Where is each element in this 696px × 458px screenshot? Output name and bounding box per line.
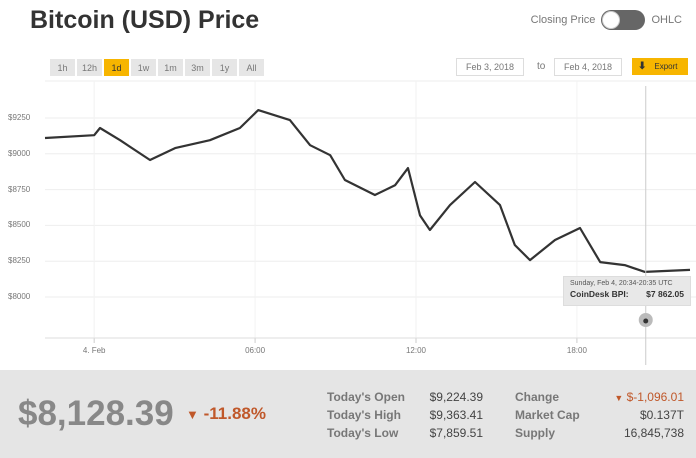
export-button[interactable]: ⬇ Export [632,58,688,75]
x-tick-label: 06:00 [245,346,266,355]
stat-label: Supply [515,426,556,440]
date-to-input[interactable]: Feb 4, 2018 [554,58,622,76]
change-value: ▼ $-1,096.01 [614,390,684,404]
stat-value: $0.137T [639,408,684,422]
stat-value: $7,859.51 [429,426,483,440]
to-label: to [537,61,546,72]
y-tick-label: $9000 [8,148,31,158]
x-tick-label: 12:00 [405,346,426,355]
change-percent-value: -11.88% [203,404,266,423]
stat-value: 16,845,738 [623,426,684,440]
tooltip-date: Sunday, Feb 4, 20:34-20:35 UTC [570,280,673,287]
y-tick-label: $8750 [8,184,31,194]
down-triangle-icon: ▼ [614,393,624,403]
y-tick-label: $8500 [8,220,31,230]
stat-label: Today's Low [327,426,399,440]
hover-marker-dot [643,318,649,324]
page-title: Bitcoin (USD) Price [30,6,260,34]
range-1h[interactable]: 1h [50,59,75,76]
tooltip-label: CoinDesk BPI: [570,289,629,299]
chart-mode-toggle-group: Closing Price OHLC [531,10,682,30]
x-tick-label: 18:00 [566,346,587,355]
stat-label: Market Cap [515,408,580,422]
stat-label: Today's High [327,408,401,422]
stat-label: Change [515,390,560,404]
export-label: Export [654,62,678,71]
range-1y[interactable]: 1y [212,59,238,76]
stat-value: $9,363.41 [429,408,483,422]
range-3m[interactable]: 3m [185,59,211,76]
y-tick-label: $8250 [8,256,31,266]
x-tick-label: 4. Feb [82,346,106,355]
range-1w[interactable]: 1w [131,59,157,76]
stat-label: Today's Open [327,390,405,404]
range-12h[interactable]: 12h [77,59,103,76]
tooltip-value: $7 862.05 [646,289,684,299]
current-price: $8,128.39 [18,394,174,433]
ohlc-label: OHLC [651,14,682,26]
range-selector: 1h 12h 1d 1w 1m 3m 1y All [50,59,265,76]
y-tick-label: $8000 [8,292,31,301]
summary-panel: $8,128.39 ▼ -11.88% Today's Open Today's… [0,370,696,458]
chart-mode-toggle[interactable] [601,10,646,30]
down-triangle-icon: ▼ [186,407,199,422]
date-from-input[interactable]: Feb 3, 2018 [456,58,524,76]
closing-price-label: Closing Price [530,14,596,26]
change-percent: ▼ -11.88% [186,404,266,424]
range-1m[interactable]: 1m [158,59,184,76]
price-line [44,108,691,273]
stat-value: $9,224.39 [429,390,483,404]
range-all[interactable]: All [239,59,265,76]
y-tick-label: $9250 [8,113,31,122]
price-chart[interactable] [0,0,696,370]
change-value-text: $-1,096.01 [626,390,684,404]
download-arrow-icon: ⬇ [638,61,647,72]
range-1d[interactable]: 1d [104,59,130,76]
toggle-knob [602,11,621,29]
chart-tooltip: Sunday, Feb 4, 20:34-20:35 UTC CoinDesk … [563,276,691,306]
